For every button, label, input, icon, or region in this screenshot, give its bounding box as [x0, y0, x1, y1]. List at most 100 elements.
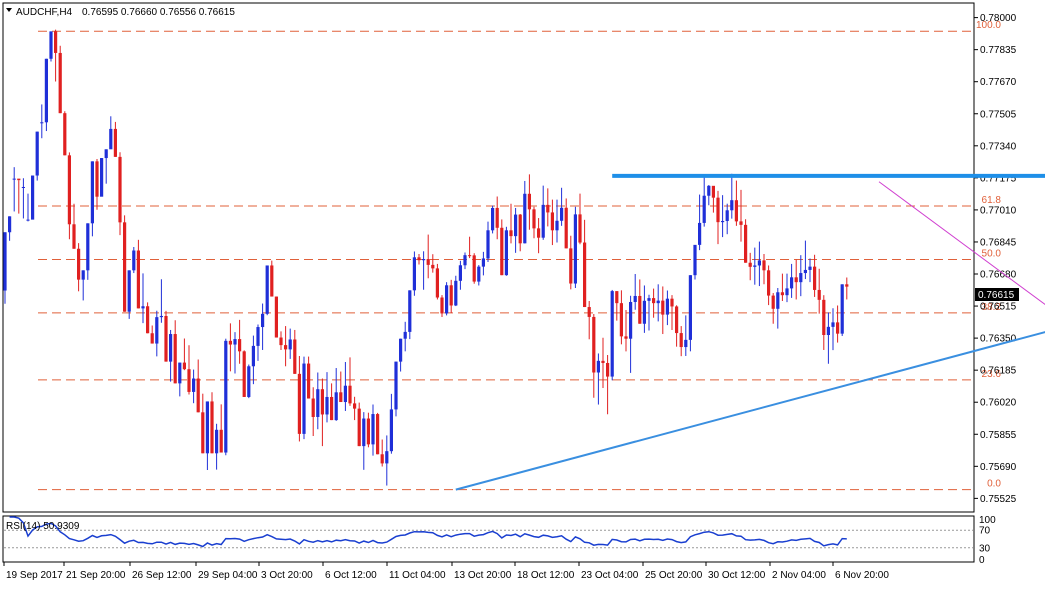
candle-body	[187, 369, 191, 392]
candle-body	[426, 259, 430, 265]
candle-body	[785, 288, 789, 296]
candle-body	[491, 207, 495, 231]
x-tick-label: 26 Sep 12:00	[132, 570, 192, 581]
candle-body	[155, 317, 159, 344]
candle-body	[348, 385, 352, 404]
candle-body	[284, 345, 288, 350]
candle-body	[205, 401, 209, 454]
candle-body	[54, 31, 58, 53]
candle-body	[325, 396, 329, 415]
candle-body	[541, 204, 545, 238]
candle-body	[449, 285, 453, 306]
candle-body	[118, 156, 122, 223]
candle-body	[169, 334, 173, 362]
candle-body	[394, 361, 398, 410]
candle-body	[67, 155, 71, 225]
downtrend-line	[878, 181, 1045, 306]
candle-body	[307, 363, 311, 399]
x-tick-label: 6 Oct 12:00	[325, 570, 377, 581]
y-tick-label: 0.77670	[980, 77, 1017, 88]
candle-body	[652, 298, 656, 304]
candle-body	[279, 337, 283, 346]
candle-body	[610, 291, 614, 377]
candle-body	[90, 161, 94, 224]
x-tick-label: 23 Oct 04:00	[581, 570, 639, 581]
y-tick-label: 0.77835	[980, 45, 1017, 56]
fib-level-label: 100.0	[976, 20, 1001, 31]
candle-body	[560, 207, 564, 221]
candle-body	[698, 222, 702, 245]
candle-body	[619, 303, 623, 337]
candle-body	[799, 273, 803, 283]
candle-body	[251, 345, 255, 367]
candle-body	[845, 284, 849, 287]
candle-body	[532, 209, 536, 229]
x-tick-label: 29 Sep 04:00	[198, 570, 258, 581]
candle-body	[762, 260, 766, 271]
candle-body	[224, 340, 228, 453]
candle-body	[794, 277, 798, 283]
candle-body	[201, 412, 205, 454]
candle-body	[504, 230, 508, 276]
candle-body	[458, 265, 462, 281]
candle-body	[113, 128, 117, 157]
candle-body	[656, 300, 660, 304]
candle-body	[670, 298, 674, 307]
candle-body	[472, 255, 476, 282]
candle-body	[44, 58, 48, 123]
candle-body	[468, 255, 472, 257]
symbol-label: AUDCHF,H4	[16, 7, 73, 18]
candle-body	[136, 250, 140, 309]
candle-body	[675, 306, 679, 334]
dropdown-triangle-icon[interactable]	[6, 8, 12, 12]
candle-body	[408, 290, 412, 332]
y-tick-label: 0.77340	[980, 141, 1017, 152]
candle-body	[822, 299, 826, 336]
ohlc-values: 0.76595 0.76660 0.76556 0.76615	[82, 7, 235, 18]
candle-body	[274, 296, 278, 338]
candle-body	[702, 195, 706, 223]
candle-body	[178, 362, 182, 384]
price-axis: 0.78000 0.77835 0.77670 0.77505 0.77340 0.771…	[974, 13, 1017, 505]
candle-body	[247, 366, 251, 397]
fib-level-label: 38.2	[982, 302, 1002, 313]
rsi-line	[9, 516, 847, 548]
current-price-label: 0.76615	[978, 290, 1015, 301]
fib-level-label: 61.8	[982, 195, 1002, 206]
candle-body	[330, 396, 334, 421]
candle-body	[550, 212, 554, 231]
candle-body	[583, 242, 587, 308]
candle-body	[302, 363, 306, 434]
candle-body	[265, 265, 269, 314]
candle-body	[228, 340, 232, 345]
candle-body	[734, 200, 738, 222]
candle-body	[546, 204, 550, 213]
trendlines[interactable]	[455, 173, 1045, 491]
x-tick-label: 6 Nov 20:00	[835, 570, 889, 581]
rsi-tick-label: 30	[979, 543, 991, 554]
candle-body	[132, 250, 136, 271]
candlesticks	[3, 29, 849, 486]
candle-body	[753, 265, 757, 267]
candle-body	[297, 373, 301, 434]
candle-body	[573, 214, 577, 284]
y-tick-label: 0.76680	[980, 270, 1017, 281]
candle-body	[730, 200, 734, 211]
candle-body	[353, 403, 357, 409]
candle-body	[592, 316, 596, 373]
candle-body	[642, 300, 646, 324]
candle-body	[518, 214, 522, 244]
candle-body	[707, 185, 711, 196]
candle-body	[35, 131, 39, 176]
y-tick-label: 0.75525	[980, 494, 1017, 505]
y-tick-label: 0.76020	[980, 398, 1017, 409]
candle-body	[8, 216, 12, 233]
candle-body	[596, 360, 600, 373]
candle-body	[150, 333, 154, 344]
candle-body	[233, 339, 237, 345]
candle-body	[486, 230, 490, 259]
y-tick-label: 0.76350	[980, 334, 1017, 345]
candle-body	[606, 362, 610, 377]
